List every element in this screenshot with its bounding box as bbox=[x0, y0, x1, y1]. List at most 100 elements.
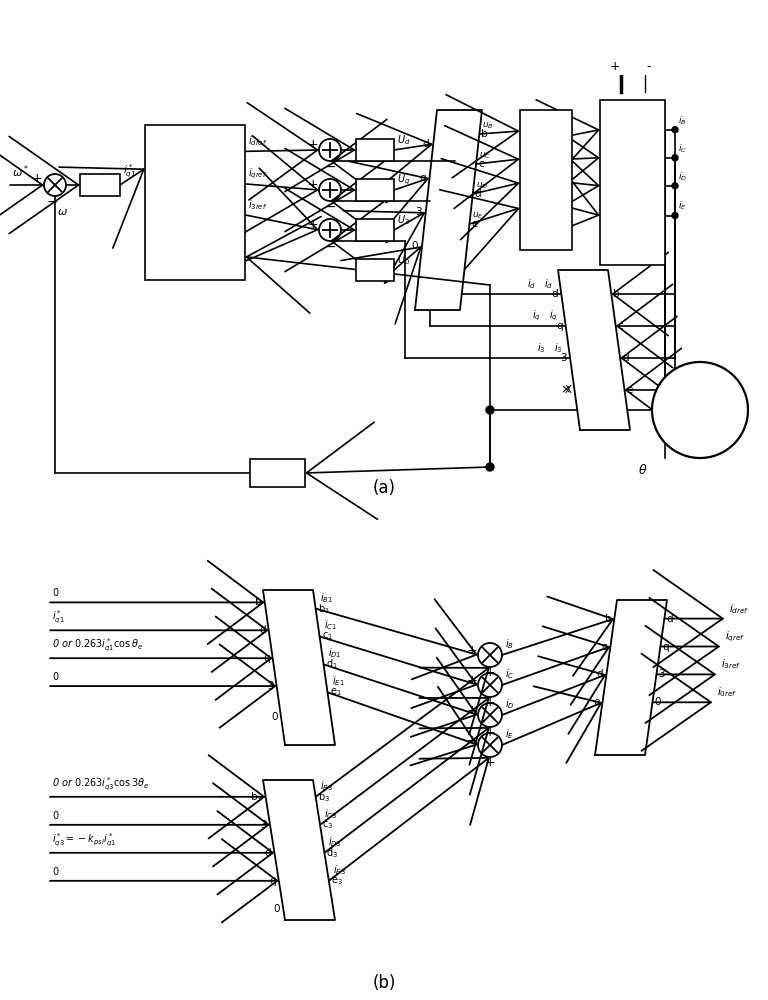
Text: b$_3$: b$_3$ bbox=[318, 790, 329, 804]
Text: $-$: $-$ bbox=[46, 194, 58, 208]
Text: c: c bbox=[617, 321, 624, 331]
Text: $\omega^*$: $\omega^*$ bbox=[12, 163, 29, 180]
Bar bbox=[520, 110, 572, 250]
Text: $i_E$: $i_E$ bbox=[505, 727, 514, 741]
Polygon shape bbox=[263, 780, 335, 920]
Text: $i_3$: $i_3$ bbox=[554, 341, 562, 355]
Bar bbox=[600, 100, 665, 265]
Text: M: M bbox=[540, 218, 552, 231]
Text: e: e bbox=[627, 385, 633, 395]
Text: +: + bbox=[467, 674, 478, 686]
Text: 0: 0 bbox=[371, 263, 379, 276]
Text: +: + bbox=[485, 696, 495, 710]
Text: $i_D$: $i_D$ bbox=[678, 170, 687, 183]
Text: $i_d$: $i_d$ bbox=[545, 277, 553, 291]
Text: $-$: $-$ bbox=[324, 199, 336, 213]
Text: PI: PI bbox=[369, 184, 382, 196]
Text: +: + bbox=[485, 726, 495, 740]
Text: (a): (a) bbox=[372, 479, 396, 497]
Text: $i_3$: $i_3$ bbox=[537, 341, 545, 355]
Text: +: + bbox=[308, 219, 318, 232]
Text: $i_{C1}$: $i_{C1}$ bbox=[323, 619, 336, 633]
Circle shape bbox=[486, 406, 494, 414]
Text: d/dt: d/dt bbox=[266, 468, 289, 478]
Bar bbox=[356, 259, 394, 281]
Bar bbox=[356, 219, 394, 241]
Text: e$_3$: e$_3$ bbox=[331, 875, 343, 887]
Text: b$_1$: b$_1$ bbox=[318, 602, 329, 615]
Text: b: b bbox=[482, 129, 488, 139]
Text: $i^*_{q1}$: $i^*_{q1}$ bbox=[52, 609, 65, 626]
Text: d: d bbox=[597, 669, 604, 679]
Text: $U_3$: $U_3$ bbox=[397, 213, 410, 227]
Circle shape bbox=[672, 155, 678, 161]
Bar bbox=[250, 459, 305, 487]
Text: 0 or $0.263i^*_{q3}\cos3\theta_e$: 0 or $0.263i^*_{q3}\cos3\theta_e$ bbox=[52, 775, 150, 793]
Text: 3: 3 bbox=[561, 353, 567, 363]
Text: $u_E$: $u_E$ bbox=[472, 211, 484, 221]
Text: 计算: 计算 bbox=[186, 223, 204, 238]
Text: $i_q$: $i_q$ bbox=[532, 309, 541, 323]
Text: d: d bbox=[667, 614, 673, 624]
Text: c$_1$: c$_1$ bbox=[322, 631, 333, 642]
Text: +: + bbox=[467, 734, 478, 746]
Bar bbox=[356, 139, 394, 161]
Text: 容错: 容错 bbox=[186, 167, 204, 182]
Text: q: q bbox=[263, 653, 270, 663]
Text: +: + bbox=[485, 666, 495, 680]
Text: 5Ph: 5Ph bbox=[685, 393, 715, 407]
Text: $0$: $0$ bbox=[52, 865, 59, 877]
Bar bbox=[80, 174, 120, 196]
Text: $\theta$: $\theta$ bbox=[637, 463, 647, 477]
Text: 0: 0 bbox=[273, 904, 280, 914]
Text: W: W bbox=[539, 190, 553, 203]
Text: $i_{D3}$: $i_{D3}$ bbox=[329, 835, 343, 849]
Text: d$_1$: d$_1$ bbox=[326, 658, 337, 671]
Polygon shape bbox=[263, 590, 335, 745]
Text: $i_{B3}$: $i_{B3}$ bbox=[319, 779, 333, 793]
Text: 3: 3 bbox=[267, 681, 273, 691]
Text: d: d bbox=[265, 848, 271, 858]
Text: $\omega$: $\omega$ bbox=[57, 207, 68, 217]
Text: $u_D$: $u_D$ bbox=[475, 180, 488, 191]
Text: 0 or $0.263i^*_{q1}\cos\theta_e$: 0 or $0.263i^*_{q1}\cos\theta_e$ bbox=[52, 637, 144, 654]
Text: PI: PI bbox=[369, 143, 382, 156]
Text: $-$: $-$ bbox=[324, 159, 336, 173]
Text: c: c bbox=[601, 642, 607, 652]
Text: e$_1$: e$_1$ bbox=[329, 686, 341, 698]
Text: $i_B$: $i_B$ bbox=[678, 114, 687, 127]
Circle shape bbox=[652, 362, 748, 458]
Text: $0$: $0$ bbox=[52, 586, 59, 598]
Text: $0$: $0$ bbox=[52, 670, 59, 682]
Text: 0: 0 bbox=[412, 241, 418, 251]
Text: (b): (b) bbox=[372, 974, 396, 992]
Text: d: d bbox=[551, 289, 558, 299]
Text: PI: PI bbox=[369, 224, 382, 236]
Polygon shape bbox=[595, 600, 667, 755]
Text: $i_{0ref}$: $i_{0ref}$ bbox=[717, 686, 738, 699]
Polygon shape bbox=[415, 110, 482, 310]
Text: X: X bbox=[564, 385, 571, 395]
Text: $i_{D1}$: $i_{D1}$ bbox=[328, 647, 341, 660]
Text: $i_{dref}$: $i_{dref}$ bbox=[248, 135, 267, 148]
Text: $i_{3ref}$: $i_{3ref}$ bbox=[248, 198, 267, 212]
Text: d: d bbox=[622, 353, 629, 363]
Text: $i_C$: $i_C$ bbox=[505, 667, 515, 681]
Text: $i_D$: $i_D$ bbox=[505, 697, 515, 711]
Circle shape bbox=[672, 183, 678, 189]
Bar bbox=[356, 179, 394, 201]
Text: $u_C$: $u_C$ bbox=[479, 150, 492, 161]
Text: +: + bbox=[485, 756, 495, 770]
Text: d: d bbox=[259, 625, 266, 635]
Text: +: + bbox=[31, 172, 42, 184]
Text: $i_C$: $i_C$ bbox=[678, 142, 687, 155]
Text: b$_3$: b$_3$ bbox=[250, 790, 263, 804]
Text: b: b bbox=[604, 614, 611, 624]
Text: b: b bbox=[255, 597, 262, 607]
Circle shape bbox=[672, 213, 678, 219]
Text: 0: 0 bbox=[272, 712, 278, 722]
Text: $\times$: $\times$ bbox=[560, 383, 571, 396]
Text: $i_B$: $i_B$ bbox=[505, 637, 514, 651]
Text: $i_{3ref}$: $i_{3ref}$ bbox=[721, 658, 742, 671]
Text: +: + bbox=[308, 178, 318, 192]
